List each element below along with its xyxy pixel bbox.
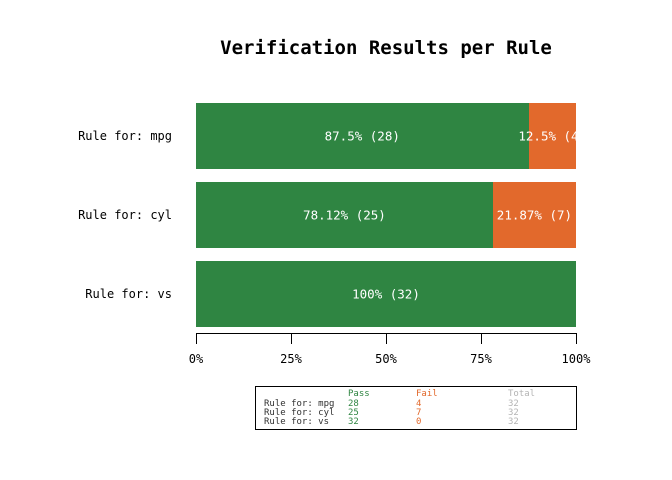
- legend-fail-count: 4: [416, 399, 422, 409]
- legend-row-label: Rule for: mpg: [264, 399, 335, 409]
- legend-pass-count: 32: [348, 417, 359, 427]
- legend-total-count: 32: [508, 417, 519, 427]
- legend-pass-count: 25: [348, 408, 359, 418]
- legend-row-label: Rule for: cyl: [264, 408, 335, 418]
- x-axis-tick-label: 75%: [470, 352, 492, 366]
- legend-total-count: 32: [508, 399, 519, 409]
- pass-segment: [196, 261, 576, 327]
- pass-segment: [196, 103, 529, 169]
- pass-segment-label: 87.5% (28): [324, 128, 400, 144]
- x-axis-tick-50: [386, 333, 387, 344]
- bar-vs: 100% (32): [196, 261, 576, 327]
- legend-row-mpg: Rule for: mpg 28 4 32: [256, 400, 576, 409]
- x-axis-tick-0: [196, 333, 197, 344]
- pass-segment-label: 78.12% (25): [303, 207, 386, 223]
- bar-cyl: 78.12% (25) 21.87% (7): [196, 182, 576, 248]
- x-axis-tick-label: 50%: [375, 352, 397, 366]
- y-axis-label-vs: Rule for: vs: [85, 287, 172, 301]
- x-axis-tick-label: 0%: [188, 352, 204, 366]
- legend-pass-count: 28: [348, 399, 359, 409]
- legend-row-vs: Rule for: vs 32 0 32: [256, 418, 576, 427]
- pass-segment: [196, 182, 493, 248]
- fail-segment-label: 21.87% (7): [496, 207, 573, 223]
- legend-header-total: Total: [508, 389, 536, 399]
- x-axis-tick-75: [481, 333, 482, 344]
- chart-title: Verification Results per Rule: [220, 37, 552, 59]
- plot-area: 87.5% (28) 12.5% (4) 78.12% (25) 21.87% …: [196, 0, 576, 480]
- legend-table: Pass Fail Total Rule for: mpg 28 4 32 Ru…: [255, 386, 577, 430]
- legend-fail-count: 0: [416, 417, 422, 427]
- legend-header-row: Pass Fail Total: [256, 390, 576, 399]
- legend-row-cyl: Rule for: cyl 25 7 32: [256, 409, 576, 418]
- fail-segment: [528, 103, 576, 169]
- x-axis-tick-100: [576, 333, 577, 344]
- legend-row-label: Rule for: vs: [264, 417, 330, 427]
- x-axis-tick-label: 25%: [280, 352, 302, 366]
- bar-mpg: 87.5% (28) 12.5% (4): [196, 103, 576, 169]
- legend-header-pass: Pass: [348, 389, 370, 399]
- x-axis-tick-25: [291, 333, 292, 344]
- y-axis-label-cyl: Rule for: cyl: [78, 208, 172, 222]
- fail-segment: [492, 182, 576, 248]
- legend-header-fail: Fail: [416, 389, 438, 399]
- pass-segment-label: 100% (32): [352, 286, 420, 302]
- y-axis-label-mpg: Rule for: mpg: [78, 129, 172, 143]
- x-axis-tick-label: 100%: [561, 352, 591, 366]
- legend-fail-count: 7: [416, 408, 422, 418]
- fail-segment-label: 12.5% (4): [518, 128, 576, 144]
- legend-total-count: 32: [508, 408, 519, 418]
